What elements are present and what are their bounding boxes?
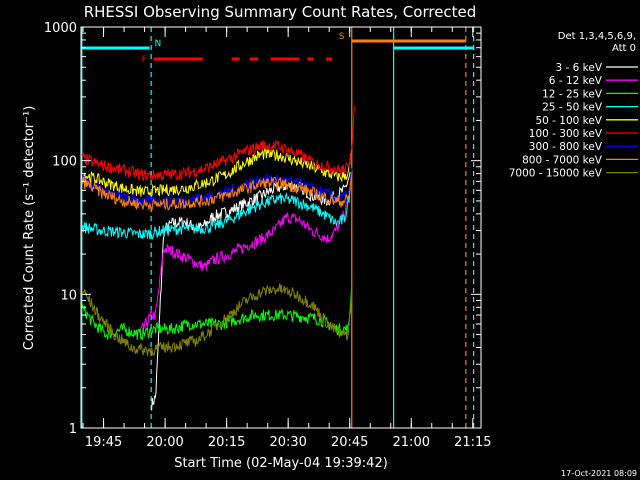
legend-label: 7000 - 15000 keV <box>509 168 603 180</box>
x-axis-label: Start Time (02-May-04 19:39:42) <box>174 456 388 471</box>
legend-label: 6 - 12 keV <box>549 75 603 87</box>
timestamp: 17-Oct-2021 08:09 <box>561 469 637 478</box>
legend-header: Det 1,3,4,5,6,9, <box>558 31 636 42</box>
series-300-800keV <box>81 167 353 208</box>
series-800-7000keV <box>81 172 353 212</box>
legend-label: 800 - 7000 keV <box>522 154 603 166</box>
x-tick-label: 20:15 <box>208 435 245 450</box>
x-tick-label: 20:00 <box>146 435 183 450</box>
legend-label: 50 - 100 keV <box>535 115 602 127</box>
series-line <box>81 146 353 199</box>
series-line <box>81 172 353 212</box>
legend-label: 25 - 50 keV <box>542 102 603 114</box>
x-tick-label: 19:45 <box>85 435 122 450</box>
x-tick-label: 21:00 <box>393 435 430 450</box>
series-line <box>81 189 351 241</box>
state-label-S: S <box>339 32 345 42</box>
y-tick-label: 10 <box>60 288 77 303</box>
plot-frame <box>80 26 482 429</box>
x-tick-label: 20:30 <box>269 435 306 450</box>
series-12-25keV <box>81 286 353 341</box>
y-tick-label: 1 <box>69 422 77 437</box>
chart-title: RHESSI Observing Summary Count Rates, Co… <box>84 3 477 21</box>
legend-label: 300 - 800 keV <box>529 141 603 153</box>
x-tick-label: 21:15 <box>454 435 491 450</box>
legend-header: Att 0 <box>612 43 636 54</box>
series-line <box>81 286 353 341</box>
series-line <box>138 187 351 333</box>
state-label-F: F <box>142 55 147 65</box>
series-line <box>81 106 355 182</box>
y-axis-label: Corrected Count Rate (s⁻¹ detector⁻¹) <box>22 106 37 351</box>
state-label-N: N <box>155 39 162 49</box>
legend-label: 12 - 25 keV <box>542 88 603 100</box>
series-100-300keV <box>81 106 355 182</box>
y-tick-label: 100 <box>52 155 77 170</box>
series-50-100keV <box>81 146 353 199</box>
series-7000-15000keV <box>81 283 353 357</box>
series-6-12keV <box>138 187 351 333</box>
series-line <box>81 167 353 208</box>
y-tick-label: 1000 <box>44 21 77 36</box>
series-25-50keV <box>81 189 351 241</box>
series-line <box>81 283 353 357</box>
legend-label: 3 - 6 keV <box>555 62 602 74</box>
x-tick-label: 20:45 <box>331 435 368 450</box>
legend-label: 100 - 300 keV <box>529 128 603 140</box>
